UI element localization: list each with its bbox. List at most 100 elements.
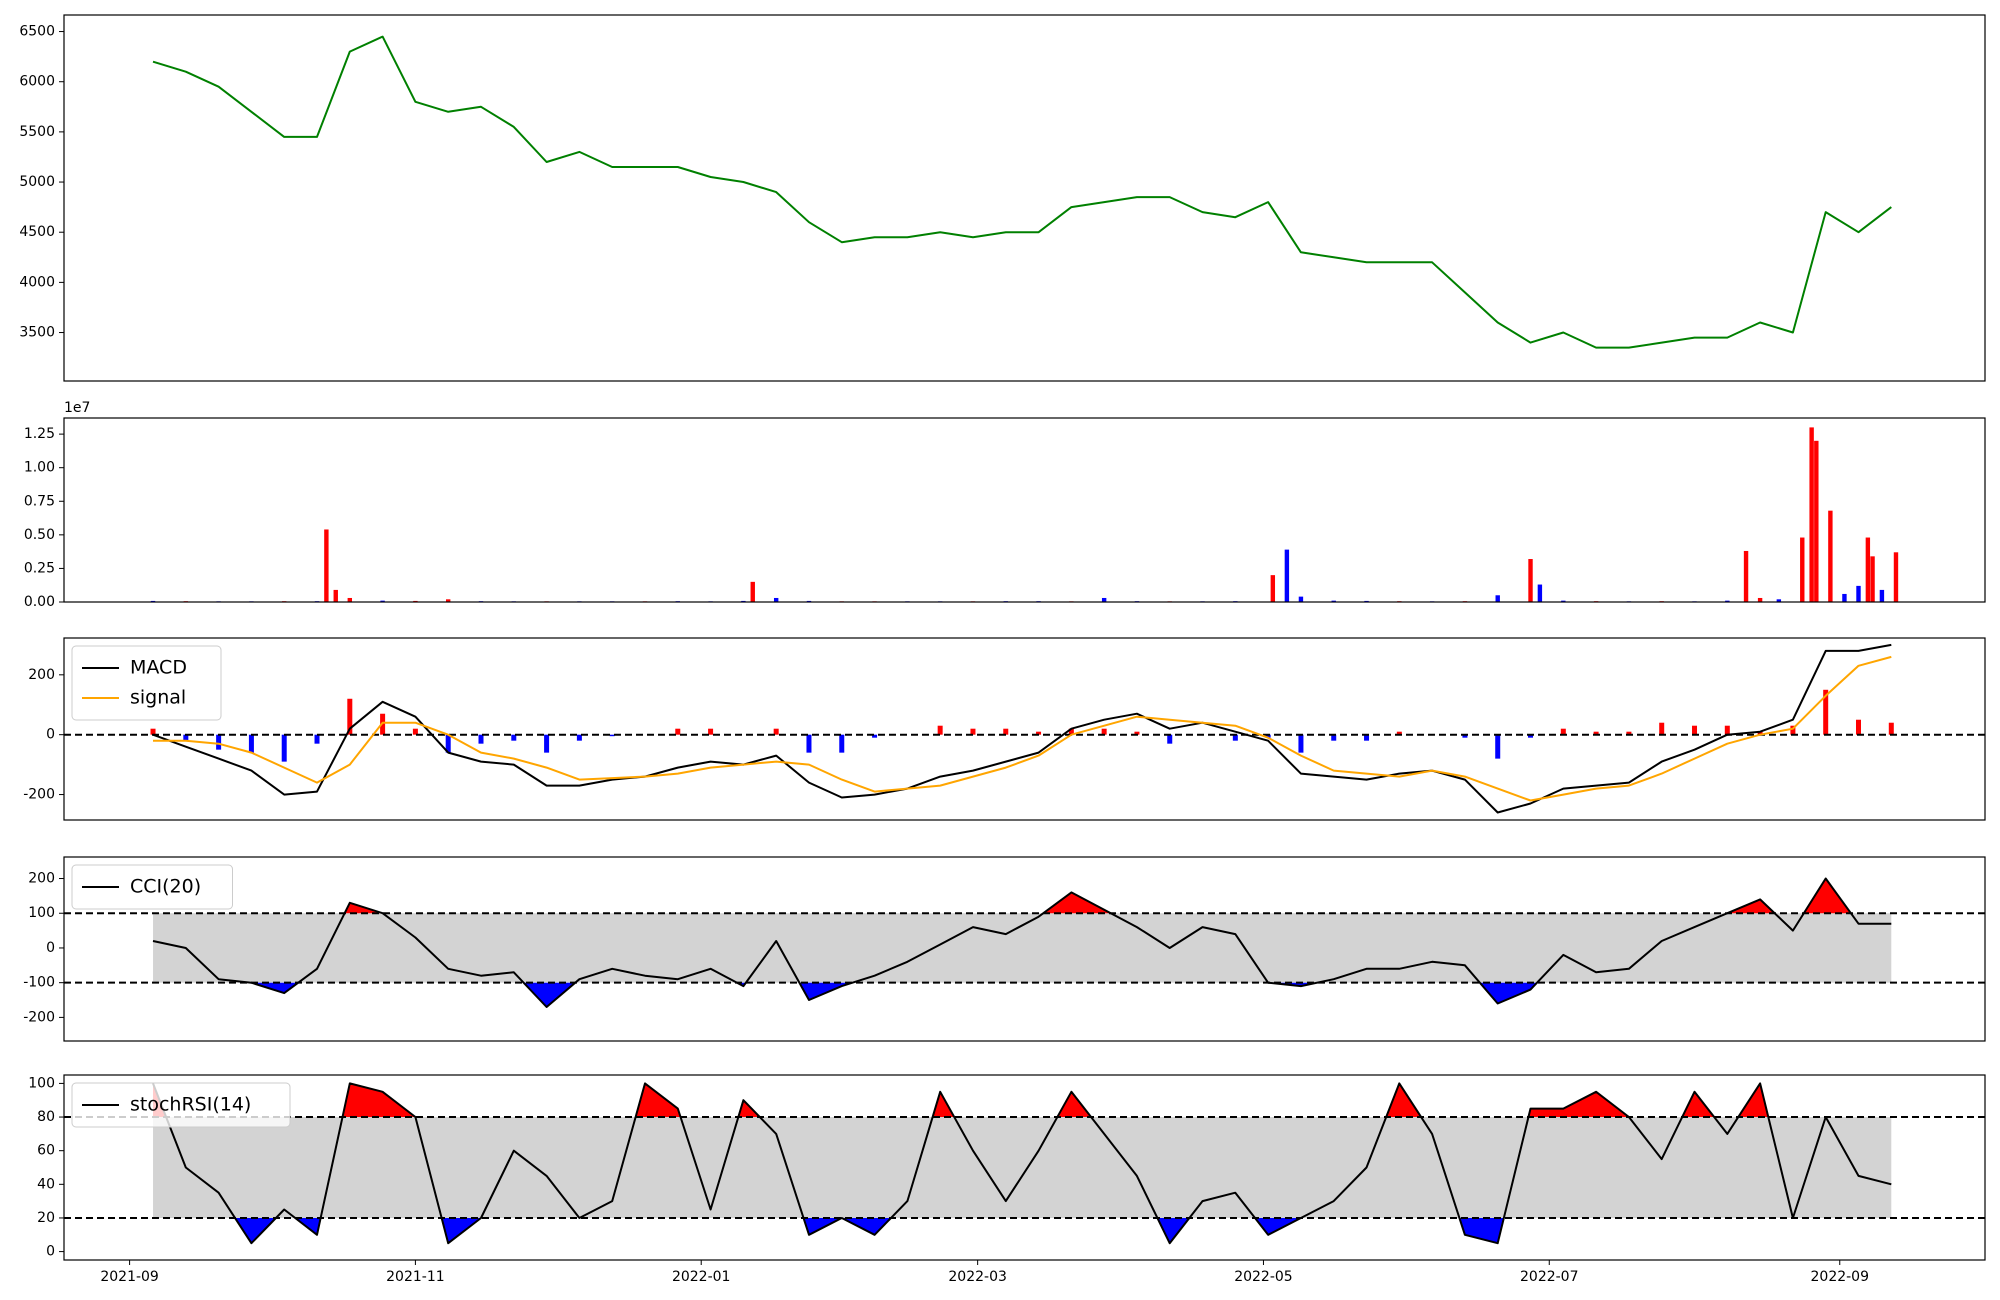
- volume-bar: [1725, 600, 1730, 602]
- volume-bar: [1776, 599, 1782, 602]
- histogram-bar: [1593, 731, 1599, 735]
- volume-bar: [1284, 549, 1290, 602]
- volume-bar: [750, 581, 755, 602]
- histogram-bar: [216, 734, 222, 750]
- volume-bar: [1870, 556, 1875, 602]
- histogram-bar: [1528, 734, 1534, 738]
- x-tick-label: 2021-11: [386, 1269, 445, 1285]
- y-tick-label: 6500: [19, 24, 55, 40]
- axes-frame: [63, 14, 1986, 382]
- fill-above: [1803, 878, 1851, 914]
- volume-bar: [1814, 440, 1819, 602]
- legend-box: [71, 1082, 291, 1128]
- volume-bar: [1757, 597, 1763, 602]
- axes-frame: [63, 1074, 1986, 1261]
- histogram-bar: [150, 728, 156, 735]
- histogram-bar: [1888, 722, 1894, 735]
- y-tick-label: -200: [23, 787, 55, 803]
- legend-text: signal: [130, 687, 186, 709]
- histogram-bar: [1298, 734, 1304, 753]
- y-tick-label: 0.75: [24, 493, 55, 509]
- neutral-band: [153, 1117, 1892, 1218]
- histogram-bar: [1265, 734, 1271, 738]
- histogram-bar: [544, 734, 550, 753]
- volume-bar: [1865, 537, 1871, 602]
- y-tick-label: -200: [23, 1009, 55, 1025]
- histogram-bar: [872, 734, 878, 738]
- histogram-bar: [1003, 728, 1009, 735]
- histogram-bar: [478, 734, 484, 744]
- volume-bar: [773, 597, 779, 602]
- histogram-bar: [970, 728, 976, 735]
- x-tick-label: 2022-09: [1811, 1269, 1870, 1285]
- y-tick-label: 3500: [19, 325, 55, 341]
- volume-bar: [1856, 585, 1861, 602]
- fill-below: [1255, 1218, 1301, 1235]
- volume-bar: [1809, 427, 1814, 602]
- fill-below: [523, 982, 576, 1007]
- histogram-bar: [675, 728, 681, 735]
- histogram-bar: [1134, 731, 1140, 735]
- histogram-bar: [511, 734, 517, 741]
- legend-box: [71, 864, 233, 910]
- axes-frame: [63, 637, 1986, 821]
- legend-box: [71, 645, 222, 721]
- histogram-bar: [1757, 731, 1763, 735]
- volume-bar: [1800, 537, 1805, 602]
- fill-below: [1157, 1218, 1190, 1244]
- volume-bar: [1101, 597, 1107, 602]
- fill-above: [635, 1083, 681, 1117]
- x-tick-label: 2022-07: [1520, 1269, 1579, 1285]
- volume-bar: [1743, 550, 1749, 602]
- y-tick-label: 1.25: [24, 426, 55, 442]
- histogram-bar: [412, 728, 418, 735]
- volume-bar: [380, 600, 385, 602]
- volume-bar: [1331, 600, 1336, 602]
- volume-bar: [333, 589, 338, 602]
- indicator-line: [152, 643, 1892, 814]
- indicator-line: [153, 655, 1892, 802]
- axes-frame: [63, 417, 1986, 603]
- y-tick-label: 40: [37, 1176, 55, 1192]
- histogram-bar: [609, 734, 615, 737]
- axes-frame: [63, 856, 1986, 1042]
- fill-above: [1043, 892, 1111, 914]
- x-tick-label: 2022-03: [948, 1269, 1007, 1285]
- legend-text: CCI(20): [130, 876, 201, 898]
- volume-bar: [1495, 595, 1500, 602]
- y-tick-label: 6000: [19, 74, 55, 90]
- histogram-bar: [1855, 719, 1861, 735]
- histogram-bar: [1331, 734, 1337, 741]
- fill-below: [441, 1218, 481, 1244]
- volume-bar: [1879, 589, 1885, 602]
- histogram-bar: [839, 734, 845, 753]
- y-tick-label: 1.00: [24, 460, 55, 476]
- histogram-bar: [1364, 734, 1370, 741]
- histogram-bar: [1692, 725, 1698, 735]
- y-tick-label: -100: [23, 975, 55, 991]
- histogram-bar: [773, 728, 779, 735]
- histogram-bar: [1396, 731, 1402, 735]
- legend-text: stochRSI(14): [130, 1094, 251, 1116]
- histogram-bar: [937, 725, 943, 735]
- fill-below: [1459, 1218, 1504, 1244]
- histogram-bar: [1724, 725, 1730, 735]
- x-tick-label: 2022-05: [1234, 1269, 1293, 1285]
- histogram-bar: [1659, 722, 1665, 735]
- volume-bar: [1528, 559, 1533, 602]
- x-tick-label: 2022-01: [672, 1269, 731, 1285]
- y-tick-label: 0.50: [24, 527, 55, 543]
- y-tick-label: 5500: [19, 124, 55, 140]
- volume-bar: [1270, 575, 1276, 602]
- axis-offset-label: 1e7: [64, 400, 90, 416]
- fill-above: [1738, 1083, 1769, 1117]
- y-tick-label: 4000: [19, 274, 55, 290]
- volume-bar: [1298, 596, 1304, 602]
- histogram-bar: [1232, 734, 1238, 741]
- histogram-bar: [1101, 728, 1107, 735]
- y-tick-label: 100: [28, 905, 55, 921]
- indicator-line: [152, 1082, 1892, 1245]
- histogram-bar: [1823, 689, 1829, 735]
- y-tick-label: 0: [46, 727, 55, 743]
